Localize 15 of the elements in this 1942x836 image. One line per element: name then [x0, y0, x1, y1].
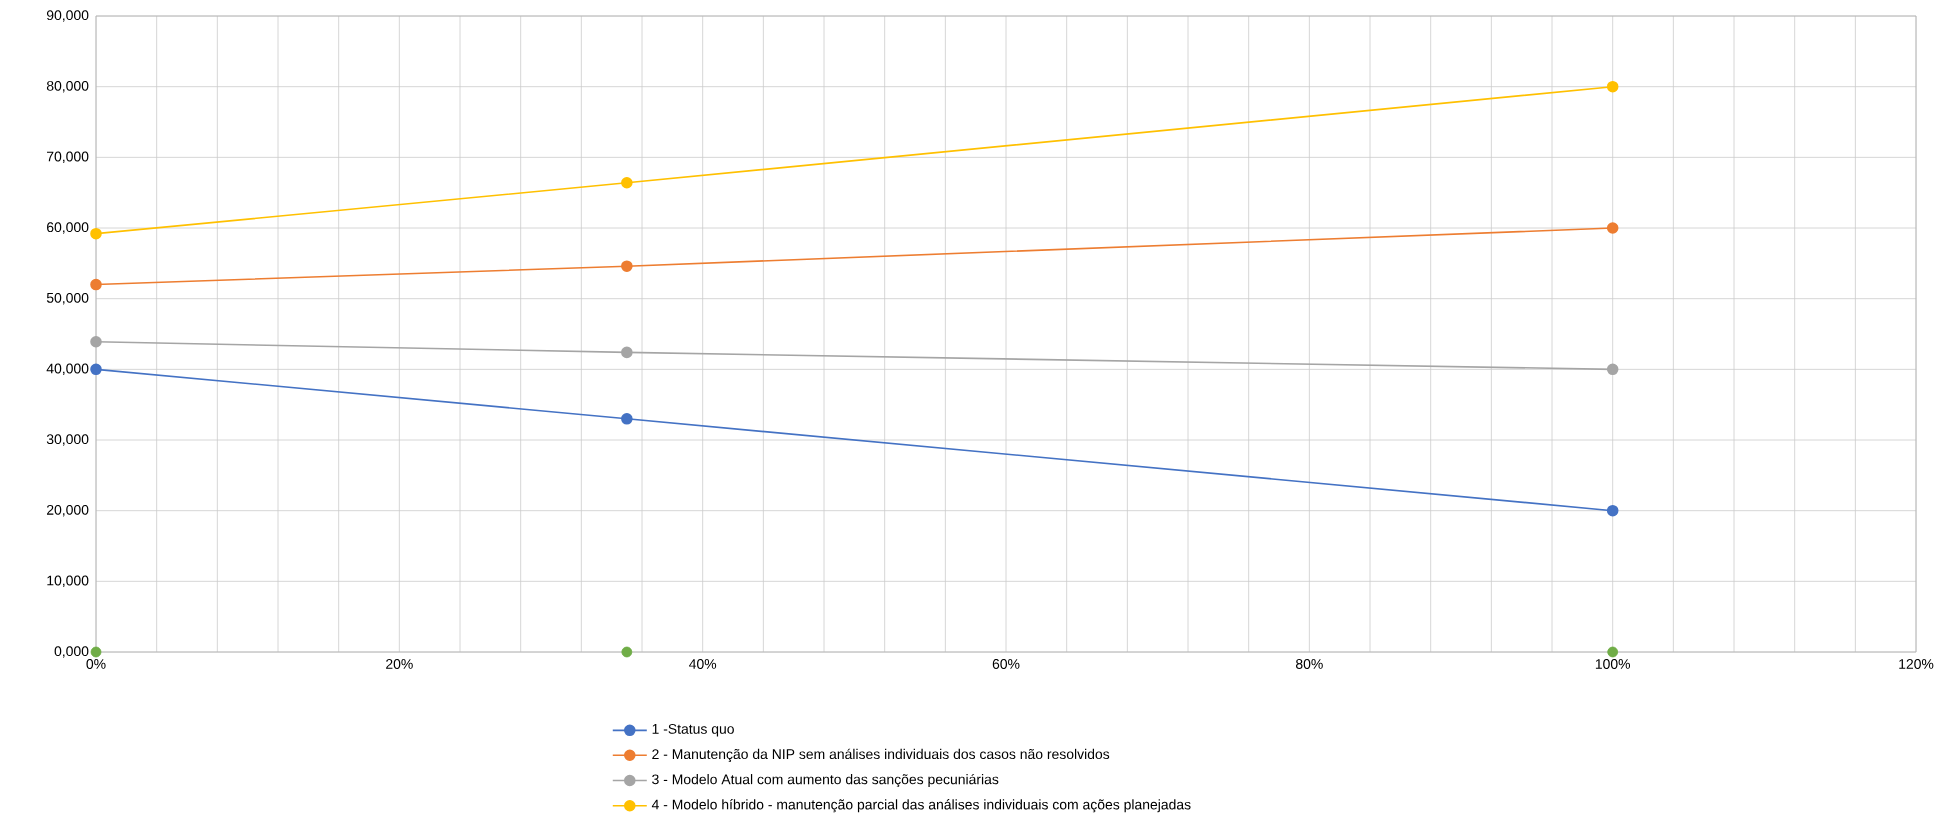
point: [90, 227, 102, 240]
point: [621, 260, 633, 272]
point: [621, 413, 633, 425]
point: [1606, 80, 1619, 93]
point: [621, 346, 633, 359]
point: [1606, 363, 1619, 376]
point: [90, 336, 102, 348]
point: [1607, 646, 1619, 658]
point: [90, 363, 102, 376]
point: [621, 646, 633, 658]
point: [1606, 504, 1619, 517]
point: [621, 177, 633, 189]
point: [90, 646, 102, 658]
point: [90, 278, 102, 291]
point: [1606, 222, 1619, 234]
